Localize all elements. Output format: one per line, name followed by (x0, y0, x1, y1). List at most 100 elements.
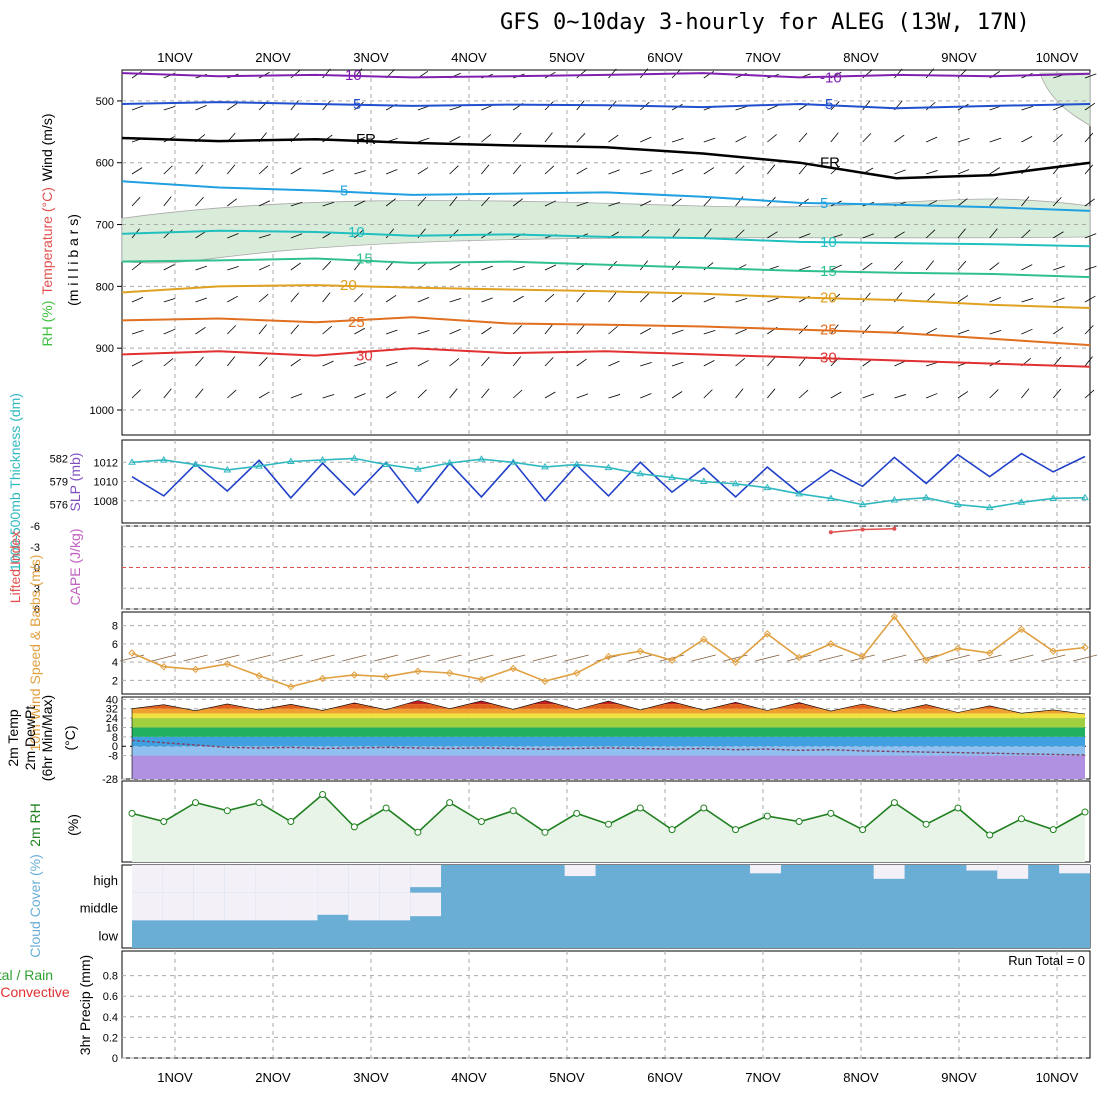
upper-wind-barb (640, 170, 652, 175)
precip-convective-label: Convective (0, 984, 69, 1000)
upper-wind-barb (1052, 388, 1062, 399)
wind-speed-point (223, 660, 232, 668)
isotherm-label: -10 (820, 69, 842, 86)
date-label-top: 5NOV (549, 50, 585, 65)
surface-wind-barb (374, 654, 399, 662)
thickness-point (1017, 498, 1026, 505)
wind-speed-point (1049, 647, 1057, 655)
upper-wind-barb (449, 328, 461, 335)
wind-speed-point (287, 683, 295, 691)
precip-tick: 0.6 (103, 991, 118, 1003)
isotherm-line (121, 229, 1091, 248)
li-ylabel: Lifted Index (7, 531, 23, 603)
upper-wind-barb (576, 167, 588, 175)
upper-wind-barb (640, 136, 652, 143)
rh2m-point (605, 820, 612, 828)
upper-wind-barb (322, 360, 334, 367)
upper-wind-barb (640, 200, 652, 207)
upper-wind-barb (1021, 106, 1034, 111)
cloud-high-bar (132, 865, 163, 893)
cloud-high-bar (410, 865, 442, 888)
li-tick: 0 (34, 563, 40, 575)
wind-speed-point (985, 649, 994, 657)
surface-wind-barb (1072, 654, 1098, 662)
upper-wind-barb (1053, 231, 1064, 239)
wind-speed-point (350, 671, 359, 679)
rh2m-point (636, 804, 644, 812)
upper-wind-barb (227, 103, 238, 111)
upper-wind-barb (227, 198, 238, 207)
temp-unit: (°C) (62, 725, 78, 750)
upper-wind-barb (481, 134, 492, 143)
temp-tick: 16 (106, 722, 118, 734)
upper-wind-barb (862, 133, 872, 143)
upper-wind-barb (227, 265, 239, 271)
upper-wind-barb (354, 293, 364, 303)
surface-wind-barb (342, 654, 367, 662)
upper-wind-barb (258, 391, 270, 399)
thickness-tick: 582 (50, 453, 68, 465)
rh2m-point (954, 804, 962, 812)
precip-ylabel: 3hr Precip (mm) (77, 955, 93, 1055)
upper-wind-barb (703, 196, 713, 207)
thickness-point (223, 465, 232, 473)
upper-wind-barb (322, 169, 334, 175)
cape-ylabel: CAPE (J/kg) (67, 528, 83, 605)
upper-wind-barb (290, 393, 303, 399)
surface-wind-barb (628, 654, 653, 662)
upper-wind-barb (767, 231, 778, 239)
upper-wind-barb (862, 262, 873, 271)
cloud-high-bar (750, 865, 781, 874)
upper-wind-barb (671, 198, 682, 207)
cloud-high-bar (379, 865, 411, 893)
upper-wind-barb (926, 362, 938, 367)
cloud-high-bar (348, 865, 380, 893)
upper-wind-barb (258, 293, 269, 303)
thickness-point (382, 460, 391, 468)
temp-tick: 24 (106, 713, 118, 725)
upper-wind-barb (767, 388, 776, 399)
thickness-point (604, 463, 613, 471)
run-total: Run Total = 0 (1008, 953, 1085, 968)
upper-wind-barb (163, 388, 172, 399)
upper-wind-barb (608, 292, 617, 303)
upper-air-ylabel: RH (%) Temperature (°C) Wind (m/s) (39, 113, 55, 346)
wind-speed-point (160, 662, 168, 671)
upper-wind-barb (703, 330, 716, 335)
upper-wind-barb (449, 106, 462, 111)
upper-wind-barb (894, 394, 906, 399)
pressure-tick-label: 700 (96, 220, 114, 232)
surface-wind-barb (1041, 654, 1066, 662)
upper-wind-barb (544, 132, 553, 143)
wind-speed-line (131, 615, 1086, 688)
upper-wind-barb (195, 196, 204, 207)
upper-wind-barb (957, 295, 969, 303)
upper-wind-barb (417, 296, 430, 303)
upper-wind-barb (926, 393, 938, 399)
date-label-bottom: 7NOV (745, 1070, 781, 1085)
upper-wind-barb (640, 327, 652, 335)
upper-wind-barb (322, 68, 331, 79)
upper-wind-barb (608, 360, 620, 367)
upper-wind-barb (735, 106, 748, 111)
upper-wind-barb (640, 393, 652, 399)
upper-wind-barb (957, 329, 970, 335)
thickness-point (858, 500, 867, 508)
surface-wind-barb (914, 654, 939, 662)
rh2m-point (668, 826, 676, 834)
upper-wind-barb (131, 196, 141, 207)
upper-wind-barb (481, 356, 490, 367)
wind-speed-point (922, 656, 930, 664)
upper-wind-barb (163, 106, 176, 111)
upper-wind-barb (894, 134, 905, 143)
upper-wind-barb (798, 132, 808, 143)
upper-wind-barb (640, 361, 652, 367)
cloud-high-bar (1059, 865, 1090, 874)
upper-wind-barb (735, 229, 745, 239)
upper-wind-barb (481, 326, 492, 335)
thickness-point (191, 460, 200, 468)
upper-wind-barb (449, 388, 458, 399)
wind-speed-point (954, 644, 962, 653)
upper-wind-barb (385, 228, 395, 239)
cloud-high-bar (997, 865, 1029, 879)
